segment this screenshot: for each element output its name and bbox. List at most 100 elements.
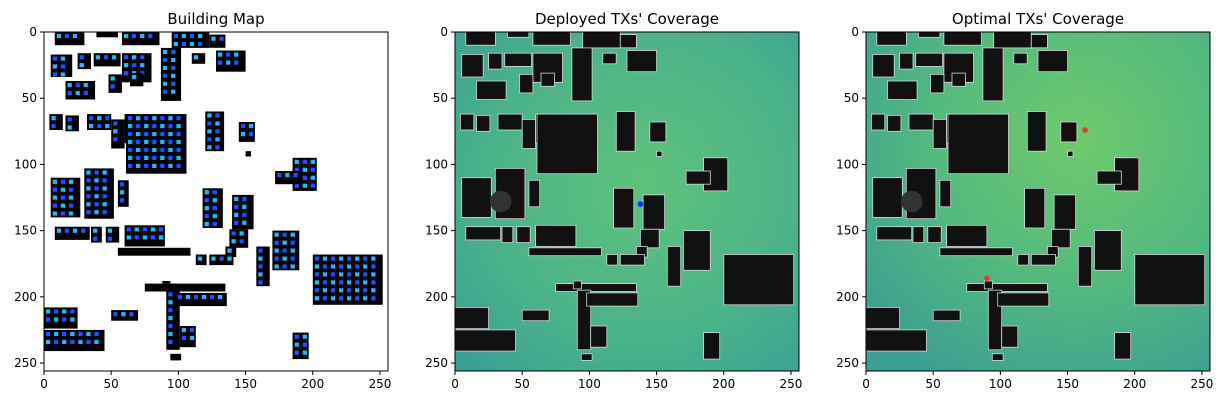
rooftop-marker: [168, 163, 173, 168]
rooftop-marker: [218, 60, 223, 65]
rooftop-marker: [86, 186, 91, 191]
rooftop-marker: [314, 296, 320, 301]
building: [876, 31, 907, 46]
rooftop-marker: [54, 309, 59, 314]
x-tick-label: 250: [368, 377, 391, 391]
rooftop-marker: [107, 236, 113, 241]
rooftop-marker: [132, 75, 137, 80]
subplot-building-map: Building Map 0 50 100 150 200 250 0 50 100 150 20…: [14, 10, 391, 391]
rooftop-marker: [240, 132, 246, 137]
rooftop-marker: [212, 198, 217, 203]
rooftop-marker: [152, 132, 157, 137]
rooftop-marker: [64, 228, 70, 233]
rooftop-marker: [136, 155, 141, 160]
rooftop-marker: [67, 125, 72, 130]
rooftop-marker: [119, 190, 125, 195]
building: [908, 113, 934, 131]
rooftop-marker: [314, 272, 320, 277]
building-layer: [865, 31, 1206, 361]
rooftop-marker: [128, 155, 133, 160]
rooftop-marker: [52, 195, 57, 200]
rooftop-marker: [168, 132, 173, 137]
rooftop-marker: [322, 288, 328, 293]
rooftop-marker: [226, 52, 231, 57]
rooftop-marker: [219, 36, 224, 41]
building: [580, 353, 593, 361]
rooftop-marker: [371, 296, 376, 301]
rooftop-marker: [78, 331, 83, 337]
rooftop-marker: [215, 113, 220, 118]
rooftop-marker: [62, 331, 67, 337]
building: [571, 47, 593, 102]
rooftop-marker: [310, 159, 315, 164]
y-tick-label: 200: [425, 290, 448, 304]
rooftop-marker: [215, 145, 220, 150]
rooftop-marker: [126, 235, 131, 240]
x-tick-label: 200: [301, 377, 324, 391]
building-layer: [44, 32, 383, 361]
rooftop-marker: [128, 163, 133, 168]
y-axis: 0 50 100 150 200 250: [425, 25, 455, 370]
rooftop-marker: [168, 316, 173, 321]
rooftop-marker: [136, 116, 141, 121]
rooftop-marker: [148, 34, 153, 39]
rooftop-marker: [204, 198, 209, 203]
building: [476, 115, 491, 132]
rooftop-marker: [160, 132, 165, 137]
rooftop-marker: [290, 240, 295, 245]
rooftop-marker: [168, 139, 173, 145]
rooftop-marker: [274, 248, 279, 253]
rooftop-marker: [176, 132, 181, 137]
building: [465, 31, 496, 46]
rooftop-marker: [168, 155, 173, 160]
rooftop-marker: [144, 155, 149, 160]
rooftop-marker: [70, 317, 75, 322]
rooftop-marker: [258, 256, 263, 261]
building: [521, 309, 550, 322]
building: [504, 52, 533, 67]
rooftop-marker: [140, 63, 145, 68]
rooftop-marker: [150, 227, 156, 232]
rooftop-marker: [60, 187, 66, 192]
building: [947, 113, 1009, 175]
rooftop-marker: [51, 124, 56, 129]
rooftop-marker: [234, 220, 239, 225]
building: [930, 74, 945, 94]
rooftop-marker: [171, 57, 176, 62]
building: [865, 329, 927, 352]
rooftop-marker: [128, 116, 133, 121]
rooftop-marker: [231, 239, 236, 244]
x-tick-label: 100: [578, 377, 601, 391]
building: [461, 54, 484, 78]
rooftop-marker: [102, 210, 107, 215]
rooftop-marker: [128, 132, 133, 137]
x-tick-label: 0: [862, 377, 870, 391]
rooftop-marker: [339, 296, 344, 301]
rooftop-marker: [274, 256, 279, 261]
rooftop-marker: [86, 210, 91, 215]
building: [521, 119, 536, 149]
rooftop-marker: [168, 292, 173, 297]
rooftop-marker: [72, 34, 78, 39]
building: [1026, 111, 1047, 152]
rooftop-marker: [347, 272, 352, 277]
rooftop-marker: [128, 147, 133, 153]
building: [476, 80, 507, 100]
rooftop-marker: [60, 203, 66, 208]
rooftop-marker: [52, 72, 57, 77]
rooftop-marker: [176, 139, 181, 145]
rooftop-marker: [83, 90, 88, 96]
rooftop-marker: [52, 203, 57, 208]
rooftop-marker: [94, 202, 99, 207]
building: [991, 353, 1004, 361]
building: [1114, 332, 1132, 360]
rooftop-marker: [371, 272, 376, 277]
building: [1030, 254, 1056, 266]
rooftop-marker: [113, 312, 118, 317]
y-tick-label: 250: [14, 356, 37, 370]
rooftop-marker: [94, 178, 99, 183]
rooftop-marker: [355, 256, 360, 261]
rooftop-marker: [86, 331, 91, 337]
building: [1093, 230, 1122, 271]
rooftop-marker: [302, 342, 307, 347]
